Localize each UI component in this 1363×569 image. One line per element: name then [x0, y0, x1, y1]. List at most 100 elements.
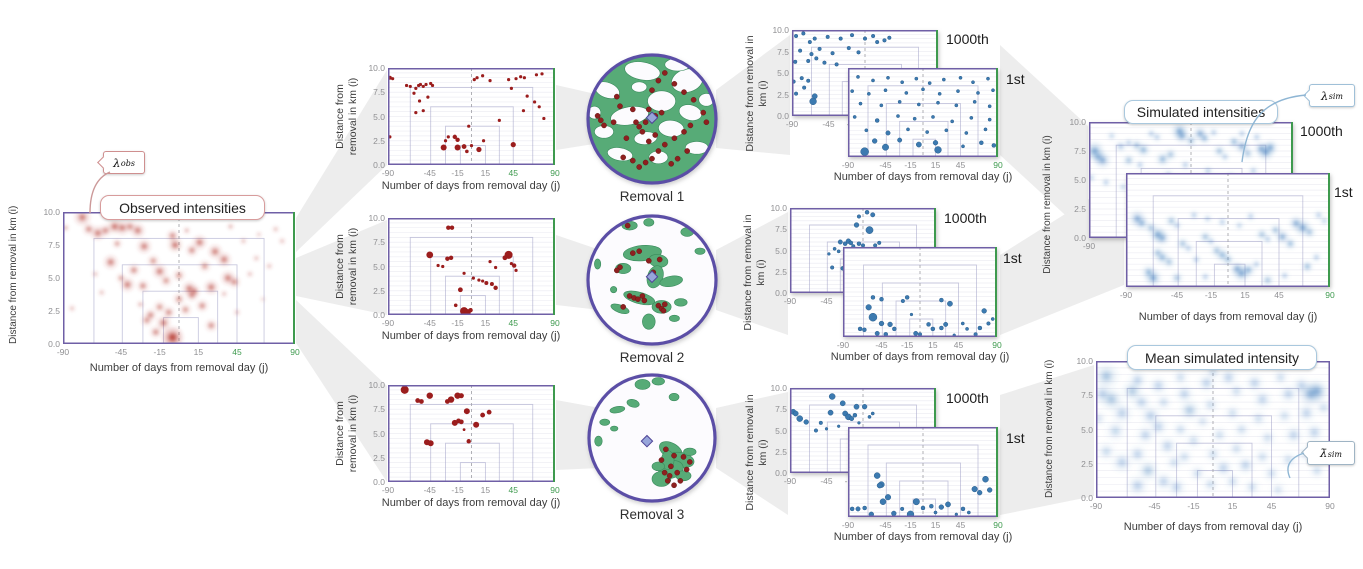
y-axis-tick: 5.0: [373, 428, 385, 439]
data-points-g2f: [857, 295, 995, 337]
y-axis-tick: 0.0: [373, 477, 385, 487]
order-label-1000th-g2: 1000th: [944, 210, 987, 226]
lambda-obs-symbol: λ: [113, 155, 121, 170]
x-axis-tick: -15: [1204, 290, 1218, 300]
mean-simulated-intensity-title: Mean simulated intensity: [1127, 345, 1317, 370]
plot-canvas-observed: [62, 209, 295, 348]
x-axis-tick: -90: [783, 476, 797, 486]
plot-panel-mid2: -90 -45 -15 15 45 90 10.0 7.5 5.0 2.5 0.0: [368, 213, 559, 328]
plot-canvas-mid2: [388, 218, 555, 316]
x-axis-tick: -90: [1089, 501, 1103, 511]
lambda-mean-sim-symbol: λ̄: [1319, 446, 1328, 460]
y-axis-label: Distance from removal in km (i): [1044, 359, 1055, 498]
plot-panel-mid3: -90 -45 -15 15 45 90 10.0 7.5 5.0 2.5 0.0: [368, 380, 559, 495]
plot-panel-observed: -90 -45 -15 15 45 90 10.0 7.5 5.0 2.5 0.0: [43, 207, 299, 357]
y-axis-tick: 2.5: [373, 452, 385, 463]
lambda-obs-callout: λ obs: [103, 151, 145, 174]
funnel-8: [716, 392, 788, 515]
x-axis-tick: 45: [1266, 501, 1277, 511]
y-axis-label: Distance from removal in km (i): [742, 214, 767, 331]
funnel-9: [1000, 45, 1088, 236]
y-axis-tick: 10.0: [770, 383, 787, 393]
x-axis-tick: 15: [1240, 290, 1250, 300]
map-circle-border: [586, 214, 718, 346]
plot-canvas-mid1: [387, 68, 555, 166]
map-circle-border: [587, 373, 717, 503]
x-axis-tick: 90: [550, 318, 560, 328]
order-label-1st-g1: 1st: [1006, 71, 1025, 87]
x-axis-tick: -90: [381, 168, 395, 178]
removal-map-canvas-3: [587, 373, 717, 503]
simulated-title-text: Simulated intensities: [1136, 104, 1266, 120]
mean-title-text: Mean simulated intensity: [1144, 349, 1300, 366]
observed-title-text: Observed intensities: [119, 199, 246, 216]
funnel-6: [716, 35, 790, 155]
data-points-g1f: [850, 75, 997, 156]
x-axis-tick: 15: [480, 318, 491, 328]
removal-map-canvas-2: [586, 214, 718, 346]
x-axis-tick: -90: [783, 296, 797, 306]
y-axis-tick: 7.5: [1074, 146, 1086, 156]
x-axis-tick: -45: [820, 476, 833, 486]
x-axis-tick: 90: [993, 520, 1003, 530]
x-axis-label: Number of days from removal day (j): [381, 180, 561, 192]
y-axis-label: Distance from removal in km (i): [8, 205, 19, 344]
y-axis-tick: 5.0: [775, 425, 787, 436]
order-label-1st-sim: 1st: [1334, 184, 1353, 200]
order-label-1000th-g3: 1000th: [946, 390, 989, 406]
x-axis-tick: -45: [1148, 501, 1161, 511]
funnel-5: [556, 400, 600, 470]
x-axis-tick: 15: [1227, 501, 1238, 511]
funnel-0: [296, 70, 387, 252]
funnel-11: [1000, 365, 1094, 515]
observed-intensities-title: Observed intensities: [100, 195, 265, 220]
x-axis-label: Number of days from removal day (j): [833, 531, 1013, 543]
x-axis-tick: 15: [928, 340, 938, 350]
y-axis-tick: 0.0: [1074, 233, 1086, 243]
x-axis-tick: -45: [423, 168, 436, 178]
plot-panel-simf: -90 -45 -15 15 45 90: [1120, 173, 1335, 300]
simulated-intensities-title: Simulated intensities: [1124, 100, 1278, 124]
x-axis-tick: 90: [290, 347, 300, 357]
x-axis-tick: 45: [955, 520, 966, 530]
x-axis-tick: -45: [879, 520, 892, 530]
y-axis-tick: 5.0: [373, 111, 385, 122]
y-axis-tick: 2.5: [373, 285, 385, 296]
data-points-mid2: [426, 225, 518, 316]
order-label-1st-g3: 1st: [1006, 430, 1025, 446]
x-axis-label: Number of days from removal day (j): [830, 351, 1010, 363]
y-axis-tick: 5.0: [373, 261, 385, 272]
x-axis-tick: 45: [955, 160, 966, 170]
y-axis-label: Distance from removal in km (i): [334, 227, 359, 306]
map-circle-border: [586, 53, 718, 185]
lambda-sim-subscript: sim: [1328, 92, 1344, 101]
order-label-1000th-g1: 1000th: [946, 31, 989, 47]
x-axis-tick: -45: [114, 347, 128, 357]
y-axis-tick: 7.5: [775, 224, 787, 235]
plot-panel-g3f: -90 -45 -15 15 45 90: [842, 427, 1003, 530]
x-axis-tick: -90: [56, 347, 70, 357]
x-axis-tick: -15: [1187, 501, 1200, 511]
x-axis-label: Number of days from removal day (j): [1123, 521, 1303, 533]
x-axis-label: Number of days from removal day (j): [89, 362, 269, 374]
lambda-sim-callout: λ sim: [1309, 84, 1355, 107]
plot-canvas-g2f: [843, 247, 997, 338]
x-axis-tick: -15: [451, 318, 464, 328]
y-axis-tick: 0.0: [1081, 493, 1093, 503]
removal-3-label: Removal 3: [619, 507, 685, 522]
data-points-mid3: [400, 385, 492, 447]
y-axis-tick: 2.5: [775, 446, 787, 457]
x-axis-tick: -15: [451, 168, 464, 178]
y-axis-tick: 2.5: [1074, 204, 1086, 214]
y-axis-tick: 5.0: [1081, 424, 1093, 435]
funnel-7: [716, 212, 788, 335]
x-axis-tick: -15: [153, 347, 166, 357]
y-axis-tick: 10.0: [1069, 117, 1086, 127]
x-axis-tick: -15: [451, 485, 464, 495]
x-axis-tick: 15: [480, 168, 491, 178]
funnel-1: [296, 220, 387, 315]
y-axis-tick: 10.0: [772, 25, 789, 35]
plot-panel-mean: -90 -45 -15 15 45 90 10.0 7.5 5.0 2.5 0.0: [1076, 356, 1334, 511]
